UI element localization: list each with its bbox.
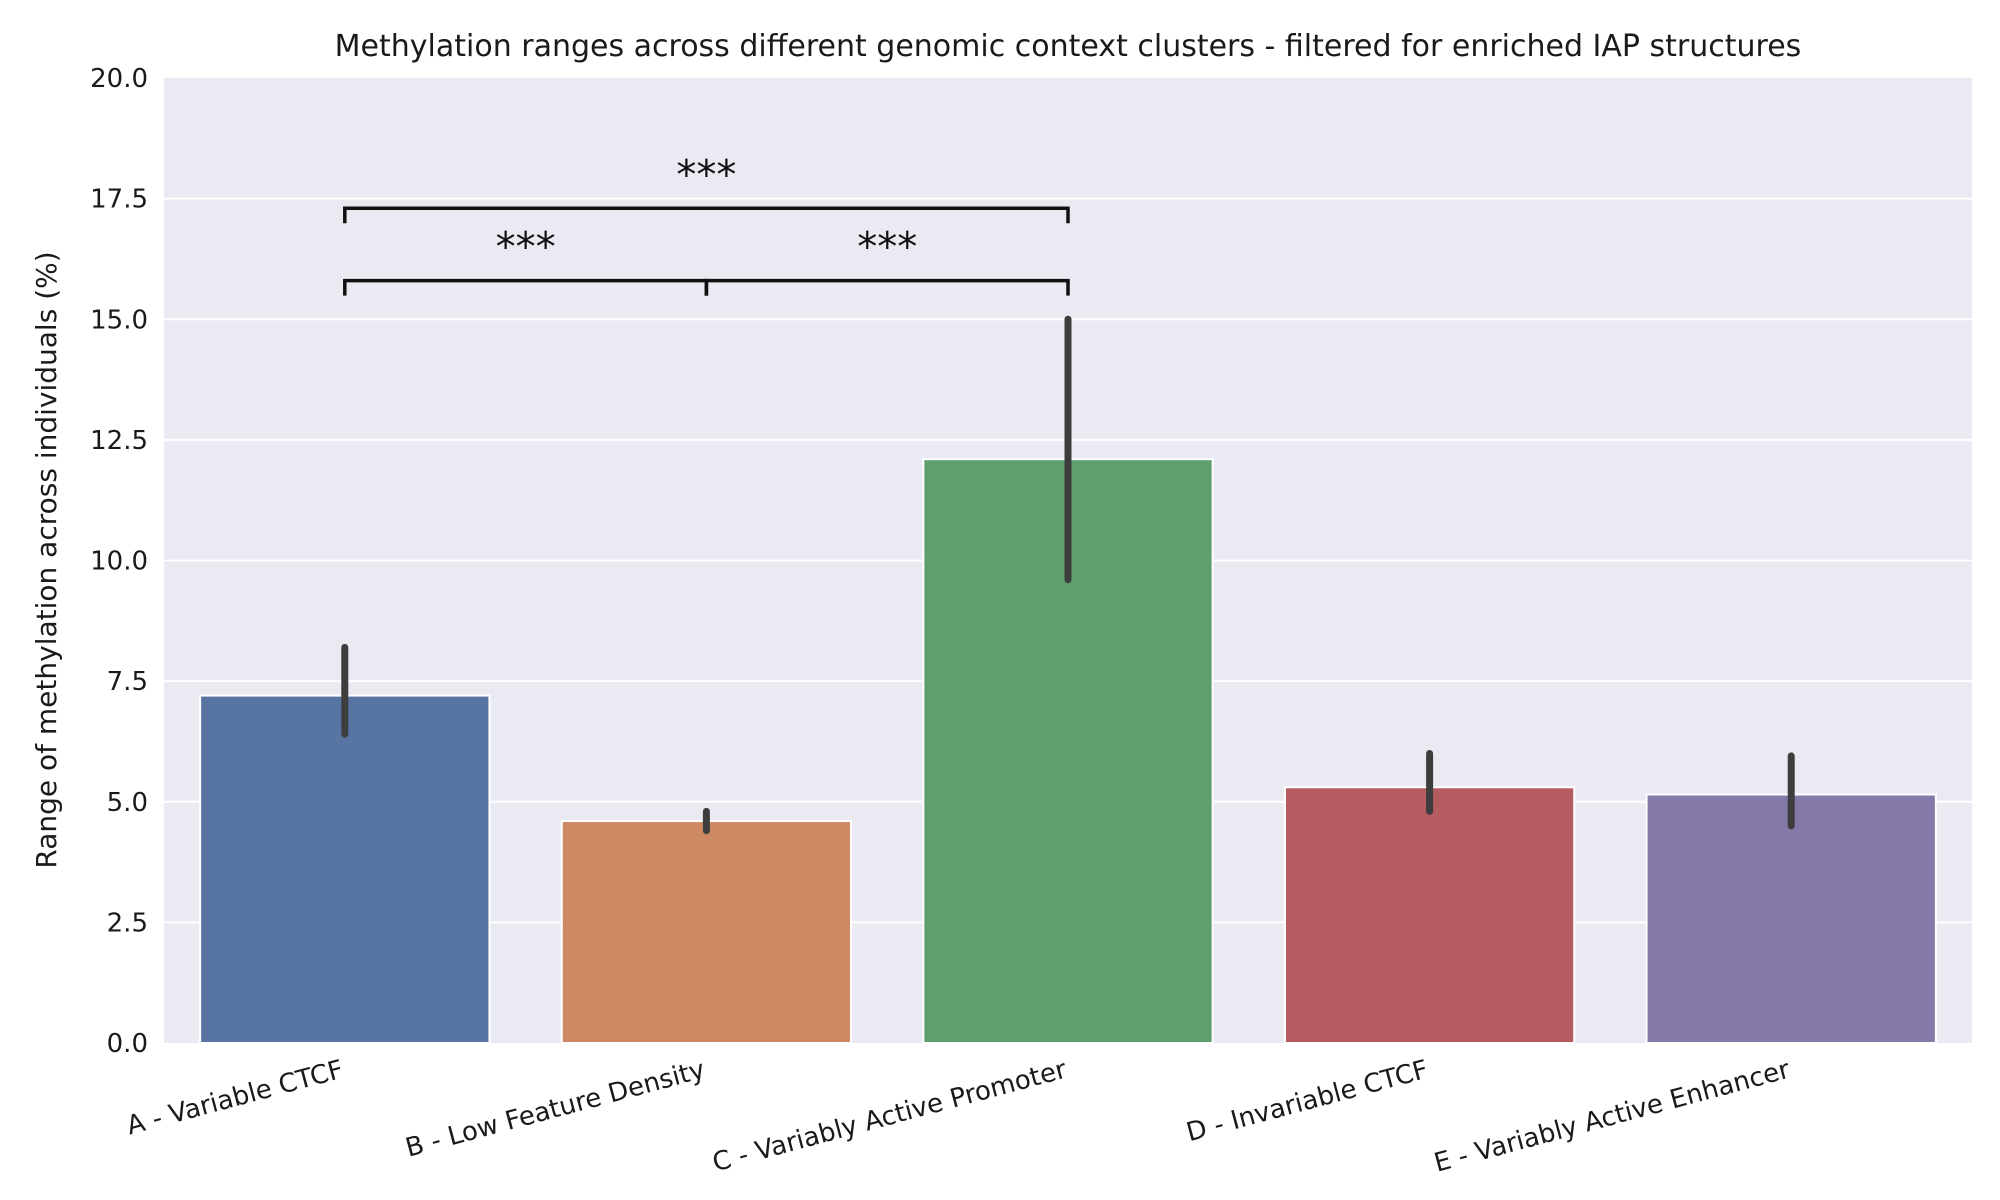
significance-bracket <box>343 206 1070 224</box>
y-tick-label: 20.0 <box>90 64 148 94</box>
significance-label: *** <box>676 152 736 198</box>
significance-label: *** <box>857 225 917 271</box>
error-bars <box>341 315 1795 835</box>
y-tick-label: 12.5 <box>90 426 148 456</box>
y-tick-label: 5.0 <box>107 788 148 818</box>
y-tick-label: 15.0 <box>90 305 148 335</box>
bar <box>1645 793 1937 1045</box>
significance-annotations: *** *** *** <box>343 152 1070 296</box>
x-tick-label: D - Invariable CTCF <box>1183 1055 1431 1148</box>
y-axis-ticks: 0.0 2.5 5.0 7.5 10.0 12.5 15.0 17.5 20.0 <box>90 64 148 1059</box>
chart-title: Methylation ranges across different geno… <box>335 29 1802 64</box>
bar <box>199 694 491 1044</box>
y-tick-label: 17.5 <box>90 185 148 215</box>
x-tick-label: A - Variable CTCF <box>124 1055 347 1142</box>
significance-bracket <box>704 278 1070 296</box>
significance-label: *** <box>496 225 556 271</box>
y-tick-label: 0.0 <box>107 1029 148 1059</box>
x-tick-label: B - Low Feature Density <box>402 1055 708 1164</box>
x-axis-ticks: A - Variable CTCF B - Low Feature Density… <box>124 1055 1794 1179</box>
y-tick-label: 7.5 <box>107 667 148 697</box>
y-axis-label: Range of methylation across individuals … <box>30 251 63 868</box>
x-tick-label: E - Variably Active Enhancer <box>1431 1055 1793 1179</box>
bars <box>199 458 1937 1045</box>
y-tick-label: 2.5 <box>107 908 148 938</box>
bar <box>560 820 853 1044</box>
x-tick-label: C - Variably Active Promoter <box>709 1055 1070 1179</box>
bar <box>1283 786 1576 1045</box>
y-tick-label: 10.0 <box>90 547 148 577</box>
